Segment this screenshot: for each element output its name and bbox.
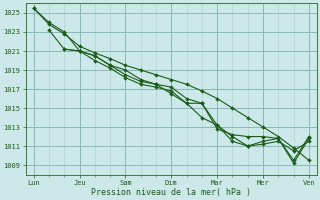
X-axis label: Pression niveau de la mer( hPa ): Pression niveau de la mer( hPa ) [91, 188, 251, 197]
